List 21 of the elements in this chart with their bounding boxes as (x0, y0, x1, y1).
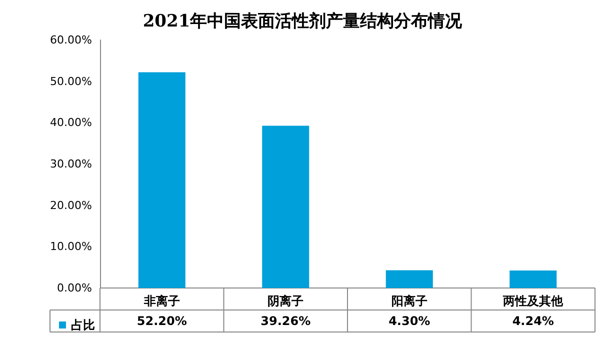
y-tick-label: 40.00% (50, 116, 92, 130)
y-tick-label: 10.00% (50, 240, 92, 254)
bar (138, 72, 186, 288)
y-tick-label: 50.00% (50, 74, 92, 88)
y-tick-label: 0.00% (57, 282, 92, 294)
data-label: 4.30% (388, 314, 430, 328)
x-tick-label: 阳离子 (391, 294, 428, 308)
y-tick-label: 20.00% (50, 198, 92, 212)
data-label: 52.20% (136, 314, 187, 328)
x-tick-label: 阴离子 (268, 294, 304, 308)
chart-title: 2021年中国表面活性剂产量结构分布情况 (142, 12, 464, 32)
y-tick-label: 30.00% (50, 158, 92, 170)
bar (510, 270, 557, 288)
bar (386, 270, 433, 288)
x-tick-label: 两性及其他 (502, 294, 564, 308)
x-tick-label: 非离子 (142, 294, 180, 308)
legend-label: 占比 (71, 318, 95, 332)
data-label: 4.24% (512, 314, 554, 328)
data-label: 39.26% (260, 314, 311, 328)
y-tick-label: 60.00% (50, 34, 92, 46)
bar (262, 126, 310, 288)
